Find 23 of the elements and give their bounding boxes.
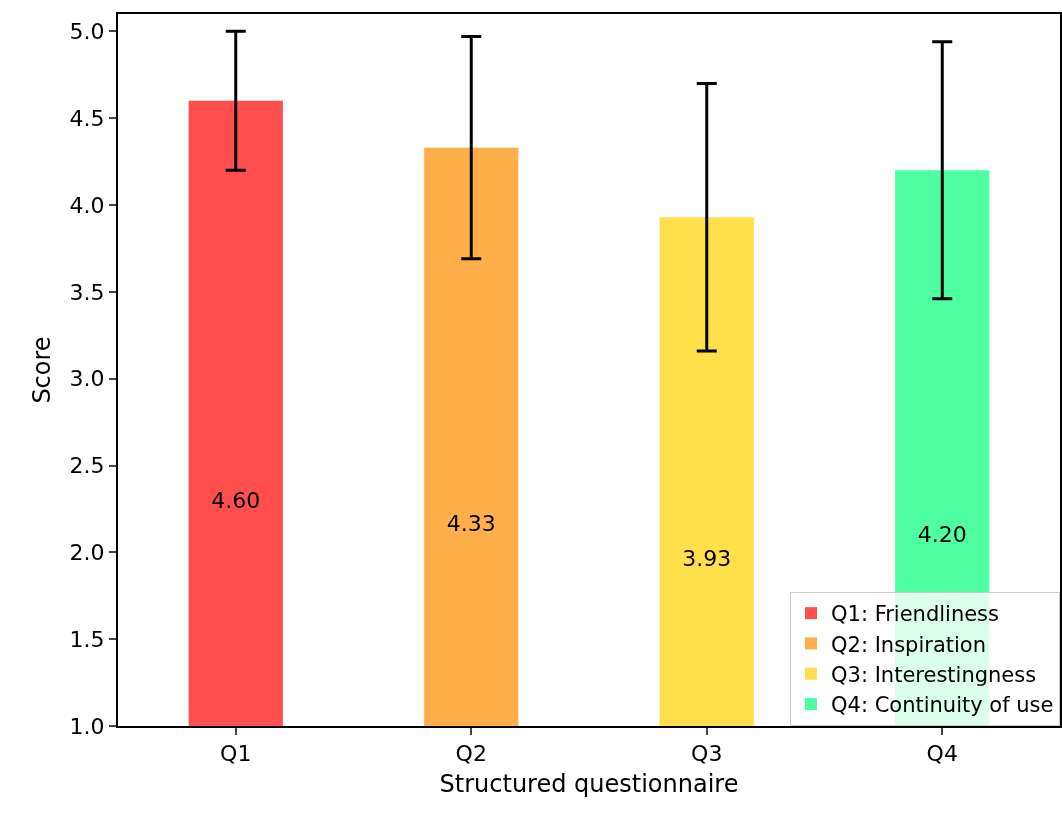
legend-label: Q2: Inspiration bbox=[831, 632, 986, 657]
x-tick-label: Q4 bbox=[926, 741, 958, 767]
x-tick-label: Q2 bbox=[455, 741, 487, 767]
y-tick-label: 4.5 bbox=[69, 105, 105, 131]
y-axis-title: Score bbox=[28, 336, 57, 404]
legend-label: Q1: Friendliness bbox=[831, 602, 999, 627]
y-tick-label: 1.0 bbox=[69, 713, 105, 739]
data-label: 3.93 bbox=[682, 545, 732, 571]
y-tick-label: 2.5 bbox=[69, 453, 105, 479]
data-label: 4.33 bbox=[446, 511, 496, 537]
y-tick-label: 3.0 bbox=[69, 366, 105, 392]
x-tick-label: Q3 bbox=[691, 741, 723, 767]
y-tick-label: 2.0 bbox=[69, 540, 105, 566]
data-label: 4.20 bbox=[917, 522, 967, 548]
x-tick-label: Q1 bbox=[220, 741, 252, 767]
legend-label: Q4: Continuity of use bbox=[831, 693, 1054, 718]
data-label: 4.60 bbox=[211, 487, 261, 513]
legend-label: Q3: Interestingness bbox=[831, 662, 1037, 687]
x-axis-title: Structured questionnaire bbox=[439, 770, 739, 799]
y-tick-label: 1.5 bbox=[69, 626, 105, 652]
y-tick-label: 5.0 bbox=[69, 19, 105, 45]
y-tick-label: 3.5 bbox=[69, 279, 105, 305]
y-tick-label: 4.0 bbox=[69, 192, 105, 218]
